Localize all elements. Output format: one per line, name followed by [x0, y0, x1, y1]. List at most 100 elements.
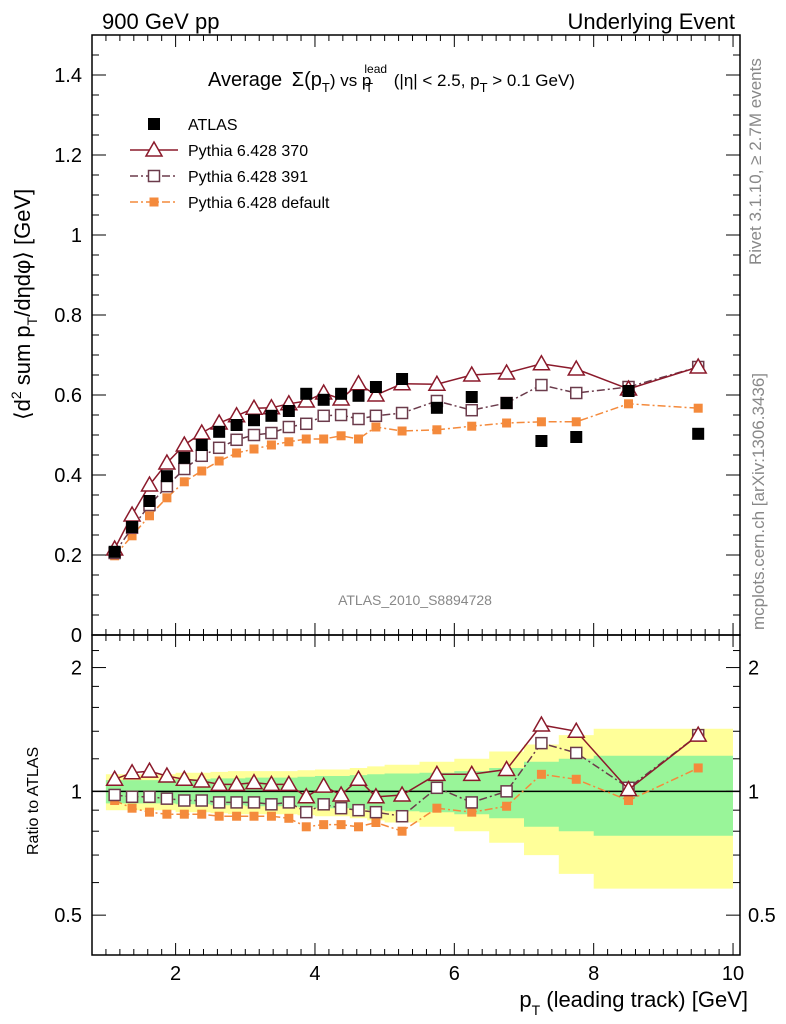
- main-point-1-14: [349, 374, 368, 391]
- main-y-tick-label: 1.2: [54, 145, 82, 167]
- main-y-tick-label: 0.2: [54, 545, 82, 567]
- main-point-0-22: [622, 385, 635, 397]
- main-point-1-4: [175, 435, 194, 452]
- main-point-2-11: [300, 417, 313, 431]
- main-point-0-5: [195, 439, 208, 451]
- main-point-2-8: [247, 428, 261, 442]
- main-point-1-19: [497, 363, 516, 380]
- main-point-0-7: [230, 419, 243, 431]
- legend-label-0: ATLAS: [188, 117, 238, 134]
- ratio-point-2-23: [693, 763, 703, 773]
- ratio-point-2-4: [179, 809, 189, 819]
- analysis-id-label: ATLAS_2010_S8894728: [338, 592, 492, 608]
- main-point-2-13: [334, 408, 348, 422]
- ratio-y-tick-label-left: 1: [71, 781, 82, 803]
- ratio-frame: [91, 634, 741, 956]
- main-point-0-21: [570, 431, 583, 443]
- ratio-point-0-23: [688, 725, 708, 742]
- ratio-y-tick-label-right: 1: [748, 781, 759, 803]
- ratio-point-1-18: [465, 796, 478, 809]
- main-point-2-7: [230, 433, 243, 447]
- ratio-point-1-1: [125, 790, 139, 804]
- ratio-point-1-21: [570, 746, 583, 760]
- main-point-0-9: [265, 409, 278, 422]
- main-point-3-10: [284, 437, 294, 447]
- x-tick-label: 8: [588, 963, 599, 985]
- main-y-tick-label: 0.4: [54, 465, 82, 487]
- legend-marker-0: [148, 118, 160, 130]
- x-tick-label: 10: [722, 963, 744, 985]
- ratio-point-1-2: [143, 790, 156, 804]
- main-point-2-15: [369, 409, 383, 423]
- main-y-tick-label: 0.6: [54, 385, 82, 407]
- main-point-3-22: [624, 399, 634, 409]
- main-point-0-20: [535, 435, 548, 447]
- main-y-tick-label: 0.8: [54, 305, 82, 327]
- ratio-point-1-15: [369, 805, 383, 819]
- main-point-3-1: [127, 531, 137, 541]
- main-point-3-21: [571, 417, 581, 427]
- ratio-point-0-20: [532, 715, 551, 732]
- ratio-point-1-6: [212, 796, 226, 809]
- main-point-2-9: [265, 426, 278, 440]
- ratio-y-tick-label-left: 0.5: [54, 905, 82, 927]
- mcplots-reference-text: mcplots.cern.ch [arXiv:1306.3436]: [749, 373, 768, 630]
- ratio-point-1-3: [160, 792, 174, 805]
- main-point-1-5: [192, 423, 212, 440]
- main-point-1-20: [532, 354, 551, 371]
- ratio-point-0-2: [140, 761, 159, 778]
- ratio-point-1-7: [230, 796, 243, 809]
- main-point-3-14: [354, 434, 364, 444]
- main-point-3-9: [266, 440, 276, 450]
- ratio-point-2-7: [232, 811, 242, 821]
- main-point-2-16: [395, 406, 409, 420]
- ratio-point-1-16: [395, 809, 409, 823]
- main-point-0-16: [396, 373, 409, 385]
- main-point-0-10: [282, 405, 295, 417]
- ratio-point-2-8: [249, 811, 259, 821]
- ratio-point-2-3: [162, 809, 172, 819]
- ratio-point-1-13: [334, 801, 348, 815]
- main-point-0-3: [160, 470, 173, 483]
- ratio-point-1-10: [282, 796, 296, 809]
- main-point-0-18: [465, 391, 478, 403]
- main-y-tick-label: 1: [71, 225, 82, 247]
- main-point-3-11: [301, 434, 311, 444]
- main-point-1-17: [427, 374, 447, 391]
- main-point-0-4: [178, 451, 191, 464]
- main-point-3-5: [197, 466, 207, 476]
- main-point-0-0: [108, 545, 121, 558]
- ratio-point-0-14: [349, 769, 368, 787]
- main-point-3-13: [336, 431, 346, 441]
- ratio-point-2-15: [371, 817, 381, 827]
- ratio-point-2-6: [214, 811, 224, 821]
- main-point-2-3: [160, 479, 174, 493]
- ratio-point-2-14: [354, 822, 364, 832]
- main-point-1-2: [140, 475, 159, 492]
- ratio-point-0-18: [462, 764, 482, 782]
- main-point-1-11: [296, 391, 316, 408]
- main-point-1-15: [366, 385, 386, 402]
- main-point-3-2: [144, 511, 154, 521]
- ratio-point-2-1: [127, 803, 137, 813]
- main-point-1-1: [122, 505, 142, 522]
- ratio-point-0-7: [227, 774, 246, 792]
- legend-label-3: Pythia 6.428 default: [188, 195, 330, 212]
- main-point-3-3: [162, 493, 172, 503]
- ratio-point-0-4: [175, 769, 194, 787]
- main-point-1-23: [688, 357, 708, 374]
- ratio-point-0-3: [157, 766, 177, 783]
- main-point-0-6: [213, 425, 226, 438]
- ratio-point-0-19: [497, 760, 516, 777]
- ratio-series-0: [105, 715, 708, 804]
- ratio-point-0-8: [244, 773, 264, 790]
- ratio-y-axis-label: Ratio to ATLAS: [25, 747, 42, 855]
- main-series-0: [108, 373, 705, 558]
- ratio-point-0-16: [392, 785, 412, 802]
- ratio-point-1-0: [108, 788, 121, 802]
- ratio-point-1-12: [317, 798, 330, 811]
- ratio-point-0-12: [314, 776, 333, 793]
- main-series-3: [110, 399, 703, 561]
- ratio-point-0-10: [279, 774, 299, 792]
